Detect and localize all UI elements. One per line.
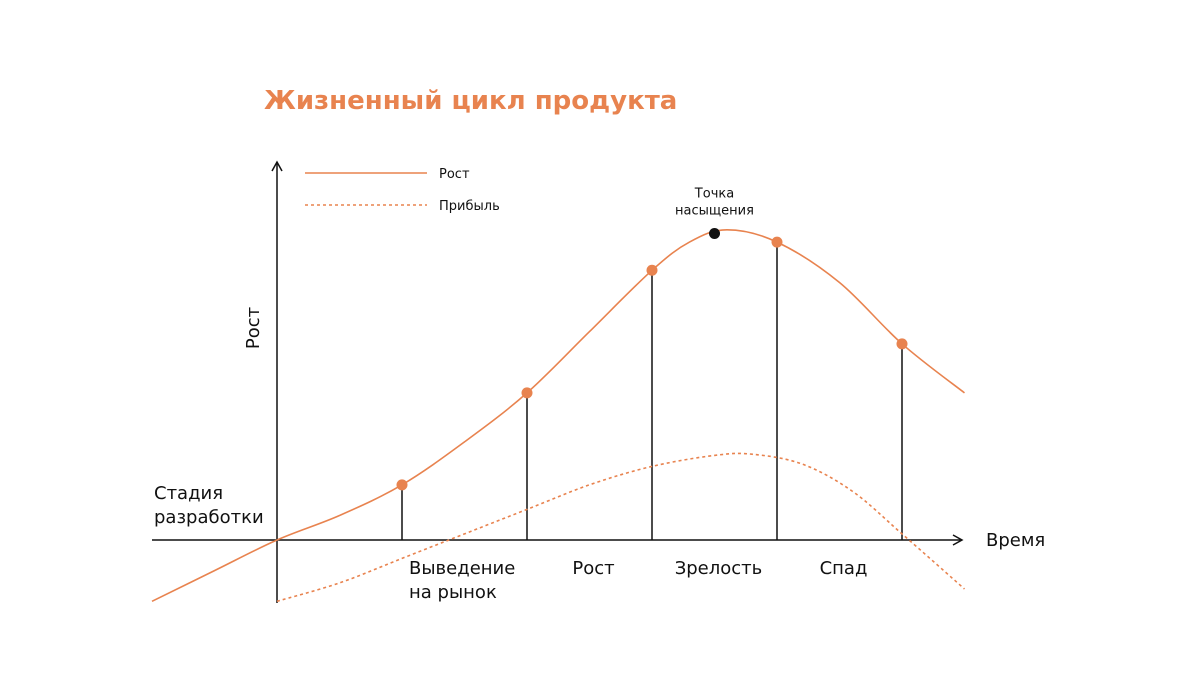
- stage-boundary-marker-3: [646, 264, 658, 276]
- profit-line: [276, 452, 966, 603]
- data-markers: [396, 228, 908, 491]
- axes: [152, 160, 964, 603]
- series-lines: [151, 228, 966, 603]
- drop-lines: [401, 242, 903, 540]
- legend-label-growth: Рост: [439, 167, 470, 182]
- chart-title: Жизненный цикл продукта: [264, 86, 678, 116]
- stage-label-4: Зрелость: [675, 558, 763, 579]
- stage-boundary-marker-5: [771, 236, 783, 248]
- stage-label-2: Выведение на рынок: [409, 558, 515, 603]
- growth-line: [151, 228, 965, 603]
- legend-label-profit: Прибыль: [439, 199, 500, 214]
- stage-boundary-marker-1: [396, 479, 408, 491]
- chart-labels: Время Рост Точка насыщения Стадия разработки В…: [154, 187, 1045, 604]
- stage-label-development: Стадия разработки: [154, 483, 264, 528]
- stage-boundary-marker-2: [521, 387, 533, 399]
- x-axis-label: Время: [986, 530, 1045, 551]
- saturation-point-marker: [709, 228, 720, 239]
- stage-label-3: Рост: [572, 558, 614, 579]
- saturation-point-label: Точка насыщения: [675, 187, 754, 219]
- legend: Рост Прибыль: [305, 167, 500, 214]
- stage-label-5: Спад: [820, 558, 868, 579]
- y-axis-label: Рост: [243, 307, 264, 349]
- stage-boundary-marker-6: [896, 338, 908, 350]
